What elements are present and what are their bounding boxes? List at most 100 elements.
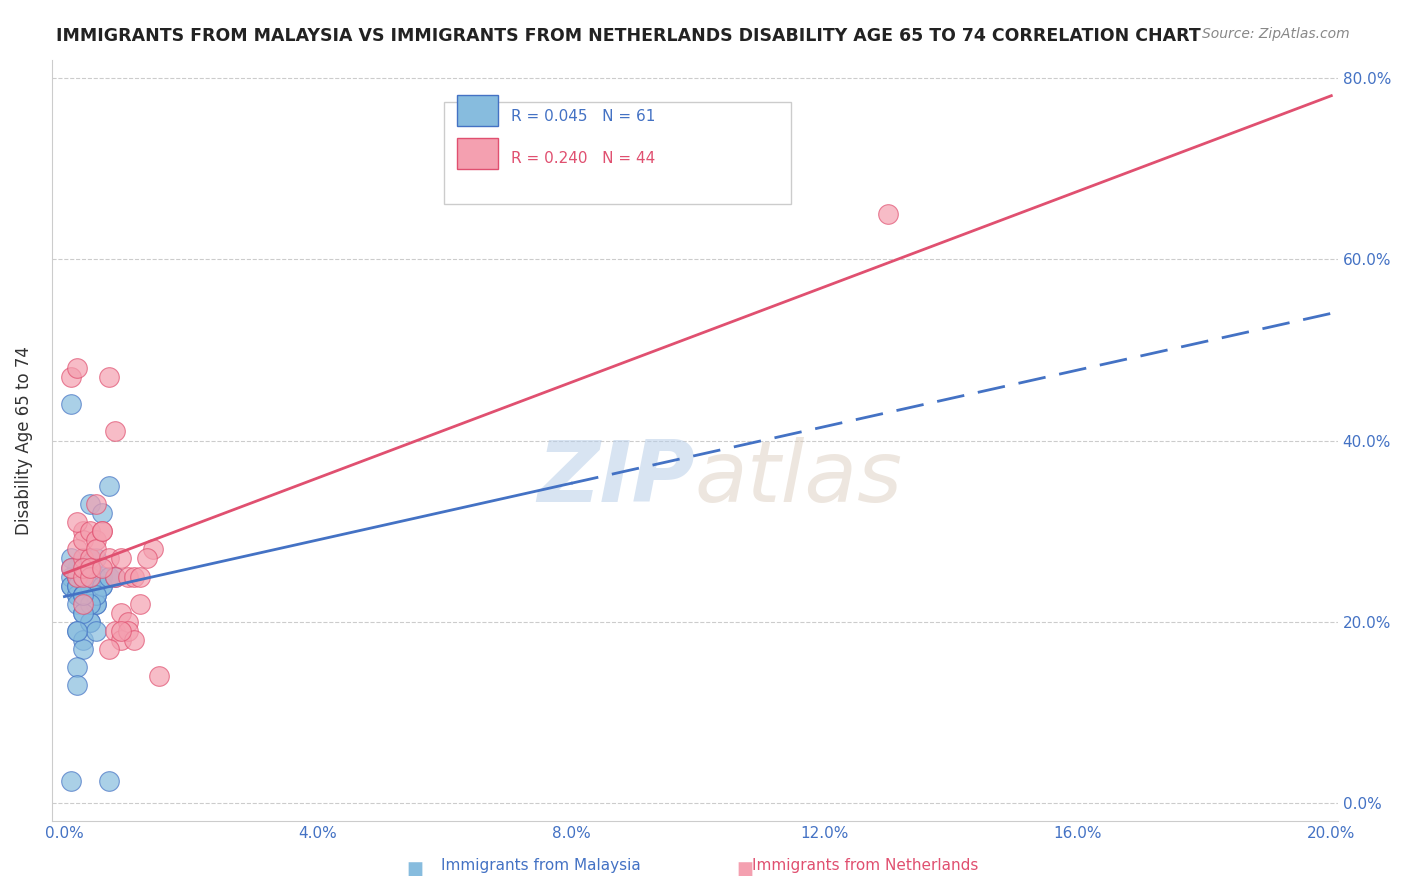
Point: [84, 497, 107, 511]
Y-axis label: Disability Age 65 to 74: Disability Age 65 to 74: [15, 346, 32, 535]
Point: [84, 624, 107, 638]
Point: [104, 569, 127, 583]
Point: [129, 569, 152, 583]
Point: [59, 773, 82, 788]
FancyBboxPatch shape: [457, 138, 498, 169]
Point: [84, 579, 107, 593]
Point: [79, 569, 101, 583]
Point: [59, 579, 82, 593]
Point: [84, 597, 107, 611]
Point: [84, 588, 107, 602]
Point: [91, 524, 114, 539]
Point: [110, 606, 132, 620]
Point: [66, 361, 89, 376]
Point: [97, 569, 120, 583]
Point: [91, 569, 114, 583]
Point: [104, 624, 127, 638]
Point: [84, 533, 107, 548]
Text: IMMIGRANTS FROM MALAYSIA VS IMMIGRANTS FROM NETHERLANDS DISABILITY AGE 65 TO 74 : IMMIGRANTS FROM MALAYSIA VS IMMIGRANTS F…: [56, 27, 1201, 45]
Point: [877, 207, 900, 221]
Point: [72, 606, 94, 620]
Point: [91, 506, 114, 520]
Point: [84, 542, 107, 557]
Point: [79, 579, 101, 593]
Point: [135, 551, 157, 566]
Point: [72, 569, 94, 583]
Point: [66, 569, 89, 583]
Point: [59, 370, 82, 384]
Point: [66, 579, 89, 593]
Point: [72, 551, 94, 566]
Point: [66, 588, 89, 602]
Point: [97, 773, 120, 788]
FancyBboxPatch shape: [444, 102, 792, 204]
Point: [72, 569, 94, 583]
Point: [91, 579, 114, 593]
Point: [79, 597, 101, 611]
Point: [122, 633, 145, 648]
Point: [84, 588, 107, 602]
Point: [79, 597, 101, 611]
Point: [97, 551, 120, 566]
Point: [66, 569, 89, 583]
Point: [148, 669, 170, 683]
Point: [72, 569, 94, 583]
Point: [72, 551, 94, 566]
Text: atlas: atlas: [695, 437, 903, 520]
Text: Immigrants from Netherlands: Immigrants from Netherlands: [751, 858, 979, 872]
Text: ZIP: ZIP: [537, 437, 695, 520]
Point: [97, 642, 120, 657]
Point: [72, 588, 94, 602]
Point: [84, 551, 107, 566]
Text: ■: ■: [406, 860, 423, 878]
Point: [79, 569, 101, 583]
Point: [91, 524, 114, 539]
Point: [142, 542, 165, 557]
Point: [110, 633, 132, 648]
Point: [59, 560, 82, 574]
Point: [66, 515, 89, 529]
Point: [66, 678, 89, 692]
Text: R = 0.240   N = 44: R = 0.240 N = 44: [510, 151, 655, 166]
Point: [117, 569, 139, 583]
Point: [72, 560, 94, 574]
Point: [72, 524, 94, 539]
Point: [79, 551, 101, 566]
Point: [59, 579, 82, 593]
Point: [110, 551, 132, 566]
Point: [79, 579, 101, 593]
Point: [129, 597, 152, 611]
Point: [91, 579, 114, 593]
Point: [72, 560, 94, 574]
Point: [79, 615, 101, 629]
Point: [104, 425, 127, 439]
Point: [84, 569, 107, 583]
Point: [79, 615, 101, 629]
Point: [66, 588, 89, 602]
FancyBboxPatch shape: [457, 95, 498, 126]
Point: [104, 569, 127, 583]
Text: R = 0.045   N = 61: R = 0.045 N = 61: [510, 109, 655, 124]
Point: [72, 560, 94, 574]
Point: [72, 588, 94, 602]
Text: ■: ■: [737, 860, 754, 878]
Point: [79, 497, 101, 511]
Point: [79, 569, 101, 583]
Point: [84, 597, 107, 611]
Text: Immigrants from Malaysia: Immigrants from Malaysia: [441, 858, 641, 872]
Point: [59, 560, 82, 574]
Point: [72, 642, 94, 657]
Point: [97, 479, 120, 493]
Point: [72, 588, 94, 602]
Point: [79, 560, 101, 574]
Point: [66, 560, 89, 574]
Point: [72, 597, 94, 611]
Point: [66, 569, 89, 583]
Point: [72, 606, 94, 620]
Point: [59, 551, 82, 566]
Point: [117, 624, 139, 638]
Point: [59, 569, 82, 583]
Point: [66, 660, 89, 674]
Point: [72, 633, 94, 648]
Point: [66, 624, 89, 638]
